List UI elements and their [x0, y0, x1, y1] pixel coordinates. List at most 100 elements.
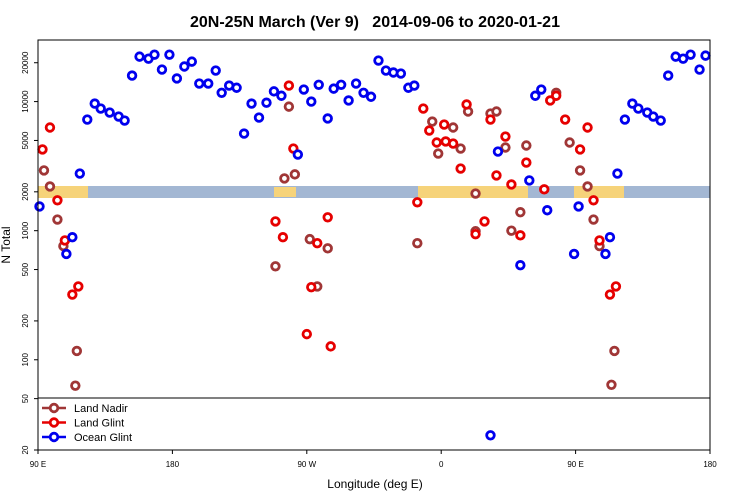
map-strip: [38, 186, 710, 198]
point: [238, 128, 250, 139]
point: [279, 173, 290, 184]
point: [515, 207, 526, 218]
point: [277, 232, 289, 243]
legend-marker: [48, 417, 60, 428]
point: [231, 82, 242, 93]
point: [216, 87, 227, 98]
point: [312, 237, 323, 249]
y-tick-label: 100: [21, 353, 30, 367]
point: [61, 248, 72, 260]
x-tick-label: 90 W: [297, 460, 316, 469]
point: [156, 64, 168, 75]
point: [350, 78, 362, 89]
point: [588, 214, 599, 225]
point: [70, 380, 81, 391]
point: [95, 103, 106, 114]
point: [500, 131, 511, 142]
point: [412, 197, 423, 208]
point: [470, 188, 481, 199]
legend-label: Ocean Glint: [74, 432, 132, 444]
point: [604, 232, 616, 243]
point: [609, 345, 620, 357]
point: [306, 281, 317, 293]
y-tick-label: 50: [21, 394, 30, 403]
point: [530, 90, 541, 101]
point: [604, 289, 616, 300]
point: [606, 379, 617, 390]
y-tick-label: 1000: [21, 221, 30, 239]
point: [335, 79, 347, 90]
point: [119, 115, 130, 126]
point: [542, 205, 553, 216]
point: [539, 184, 550, 195]
legend-marker: [48, 431, 60, 443]
point: [298, 84, 310, 95]
point: [612, 168, 623, 179]
point: [559, 114, 571, 125]
point: [700, 50, 711, 61]
point: [427, 116, 438, 127]
y-tick-label: 5000: [21, 131, 30, 149]
point: [619, 114, 631, 125]
plot-area: [34, 49, 711, 441]
point: [515, 230, 526, 241]
legend-label: Land Glint: [74, 418, 124, 430]
point: [67, 232, 78, 243]
point: [270, 216, 281, 227]
point: [506, 179, 517, 190]
point: [52, 214, 63, 225]
point: [304, 233, 315, 245]
point: [447, 138, 459, 149]
point: [179, 61, 190, 72]
point: [67, 289, 78, 300]
point: [515, 260, 526, 271]
point: [186, 56, 198, 67]
y-tick-label: 2000: [21, 182, 30, 200]
point: [600, 248, 611, 260]
point: [424, 125, 435, 136]
point: [677, 53, 689, 64]
point: [491, 170, 502, 181]
point: [325, 341, 336, 352]
y-tick-label: 10000: [21, 90, 30, 113]
y-tick-label: 20: [21, 445, 30, 454]
point: [34, 201, 45, 212]
point: [164, 49, 175, 60]
point: [470, 228, 481, 240]
point: [662, 70, 674, 81]
point: [395, 68, 407, 79]
x-tick-label: 90 E: [567, 460, 583, 469]
point: [588, 195, 599, 206]
point: [322, 243, 333, 254]
point: [491, 106, 502, 117]
point: [261, 97, 272, 108]
point: [694, 64, 705, 75]
point: [301, 328, 312, 340]
point: [289, 169, 301, 180]
point: [268, 86, 280, 97]
point: [104, 107, 115, 118]
y-tick-label: 500: [21, 262, 30, 276]
point: [253, 112, 265, 123]
legend-marker: [48, 402, 60, 414]
point: [550, 90, 562, 101]
point: [610, 281, 622, 292]
point: [134, 51, 145, 62]
point: [306, 96, 317, 107]
point: [582, 181, 593, 192]
point: [365, 91, 377, 102]
point: [485, 114, 496, 125]
point: [149, 49, 160, 60]
point: [270, 261, 281, 272]
point: [210, 65, 221, 76]
point: [194, 78, 205, 89]
point: [536, 84, 547, 95]
point: [44, 122, 56, 133]
point: [455, 143, 466, 154]
point: [521, 140, 532, 151]
point: [322, 212, 333, 223]
point: [564, 137, 575, 148]
point: [409, 80, 420, 91]
point: [171, 73, 183, 84]
